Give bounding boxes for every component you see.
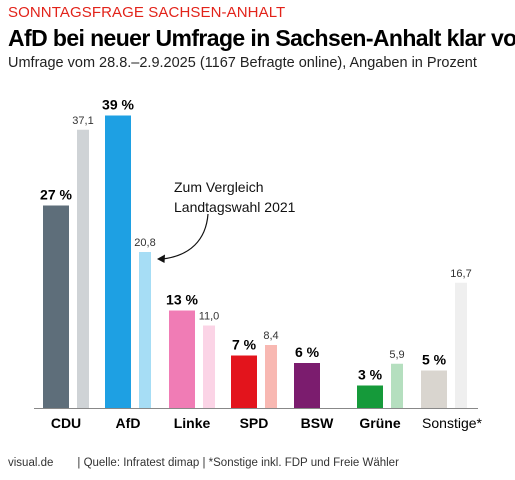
footer: visual.de | Quelle: Infratest dimap | *So… [8, 457, 399, 469]
bar-sonstige [421, 370, 447, 408]
chart-subtitle: Umfrage vom 28.8.–2.9.2025 (1167 Befragt… [8, 55, 477, 71]
comparison-value-label-afd: 20,8 [134, 237, 155, 249]
comparison-value-label-linke: 11,0 [199, 311, 220, 323]
value-label-afd: 39 % [102, 97, 134, 113]
comparison-bar-afd [139, 252, 151, 408]
value-label-sonstige: 5 % [422, 352, 447, 368]
comparison-bar-spd [265, 345, 277, 408]
annotation-line-2: Landtagswahl 2021 [174, 199, 296, 215]
bar-gruene [357, 385, 383, 408]
annotation-arrow [161, 213, 209, 260]
category-label-cdu: CDU [51, 415, 81, 431]
category-label-sonstige: Sonstige* [422, 415, 482, 431]
value-label-linke: 13 % [166, 292, 198, 308]
value-label-spd: 7 % [232, 337, 257, 353]
comparison-bar-cdu [77, 129, 89, 408]
bar-bsw [294, 363, 320, 408]
comparison-bar-gruene [391, 363, 403, 408]
category-label-bsw: BSW [301, 415, 334, 431]
footer-credit: visual.de [8, 457, 54, 469]
annotation-line-1: Zum Vergleich [174, 179, 263, 195]
comparison-value-label-sonstige: 16,7 [450, 268, 471, 280]
comparison-value-label-gruene: 5,9 [389, 349, 404, 361]
bar-cdu [43, 205, 69, 408]
annotation-arrowhead [157, 254, 165, 263]
category-label-gruene: Grüne [359, 415, 400, 431]
category-label-linke: Linke [174, 415, 211, 431]
value-label-cdu: 27 % [40, 187, 72, 203]
category-label-afd: AfD [116, 415, 141, 431]
chart-kicker: SONNTAGSFRAGE SACHSEN-ANHALT [8, 4, 286, 21]
value-label-gruene: 3 % [358, 367, 383, 383]
comparison-bar-linke [203, 325, 215, 408]
value-label-bsw: 6 % [295, 344, 320, 360]
bar-afd [105, 115, 131, 408]
bar-chart: 37,1 27 % CDU 20,8 39 % AfD 11,013 % Linke 8,4 7 … [34, 97, 483, 431]
category-label-spd: SPD [240, 415, 269, 431]
footer-source: | Quelle: Infratest dimap | *Sonstige in… [77, 457, 399, 469]
bar-spd [231, 355, 257, 408]
bar-linke [169, 310, 195, 408]
comparison-bar-sonstige [455, 282, 467, 408]
comparison-value-label-spd: 8,4 [263, 330, 278, 342]
chart-title: AfD bei neuer Umfrage in Sachsen-Anhalt … [8, 25, 515, 51]
comparison-value-label-cdu: 37,1 [72, 115, 93, 127]
